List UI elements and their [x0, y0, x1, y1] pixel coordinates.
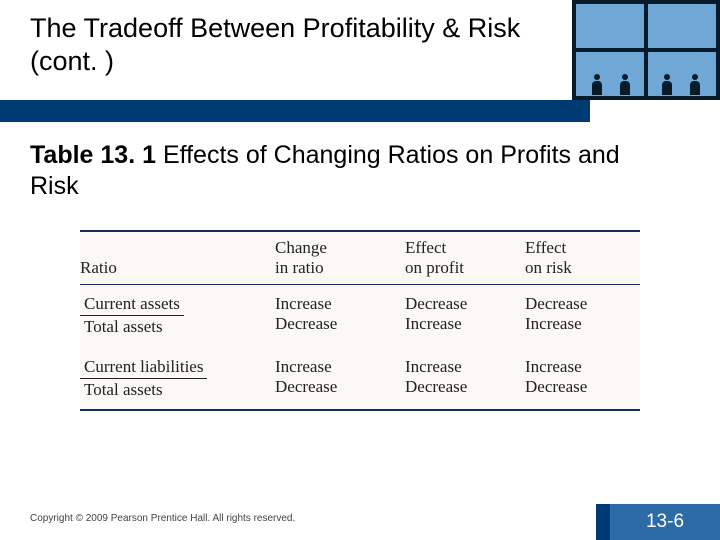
window-pane — [648, 52, 716, 96]
slide-title-area: The Tradeoff Between Profitability & Ris… — [30, 12, 570, 78]
page-number: 13-6 — [610, 504, 720, 540]
table-header-row: Ratio Changein ratio Effecton profit Eff… — [80, 232, 640, 284]
slide-title: The Tradeoff Between Profitability & Ris… — [30, 12, 570, 78]
window-pane — [576, 52, 644, 96]
silhouette-icon — [592, 74, 602, 96]
fraction-line — [80, 378, 207, 379]
table-caption: Table 13. 1 Effects of Changing Ratios o… — [30, 140, 640, 201]
silhouette-icon — [620, 74, 630, 96]
window-pane — [576, 4, 644, 48]
col-header-risk: Effecton risk — [525, 232, 635, 284]
table-caption-number: Table 13. 1 — [30, 141, 156, 169]
footer-accent — [596, 504, 610, 540]
silhouette-icon — [662, 74, 672, 96]
profit-cell: DecreaseIncrease — [405, 291, 525, 340]
table-row: Current assets Total assets IncreaseDecr… — [80, 285, 640, 340]
copyright-text: Copyright © 2009 Pearson Prentice Hall. … — [30, 513, 295, 524]
table-rule — [80, 409, 640, 411]
ratio-cell: Current liabilities Total assets — [80, 354, 275, 403]
col-header-ratio: Ratio — [80, 232, 275, 284]
corner-image — [572, 0, 720, 100]
effects-table: Ratio Changein ratio Effecton profit Eff… — [80, 230, 640, 411]
frame-line — [572, 96, 720, 100]
col-header-change: Changein ratio — [275, 232, 405, 284]
ratio-fraction: Current liabilities Total assets — [80, 357, 207, 400]
slide: { "title": "The Tradeoff Between Profita… — [0, 0, 720, 540]
col-header-profit: Effecton profit — [405, 232, 525, 284]
silhouette-icon — [690, 74, 700, 96]
change-cell: IncreaseDecrease — [275, 354, 405, 403]
change-cell: IncreaseDecrease — [275, 291, 405, 340]
frame-line — [572, 48, 720, 52]
fraction-line — [80, 315, 184, 316]
table-row: Current liabilities Total assets Increas… — [80, 340, 640, 409]
subtitle-area: Table 13. 1 Effects of Changing Ratios o… — [30, 140, 640, 201]
risk-cell: IncreaseDecrease — [525, 354, 635, 403]
profit-cell: IncreaseDecrease — [405, 354, 525, 403]
window-pane — [648, 4, 716, 48]
frame-line — [572, 0, 720, 4]
ratio-cell: Current assets Total assets — [80, 291, 275, 340]
risk-cell: DecreaseIncrease — [525, 291, 635, 340]
header-bar — [0, 100, 590, 122]
ratio-fraction: Current assets Total assets — [80, 294, 184, 337]
